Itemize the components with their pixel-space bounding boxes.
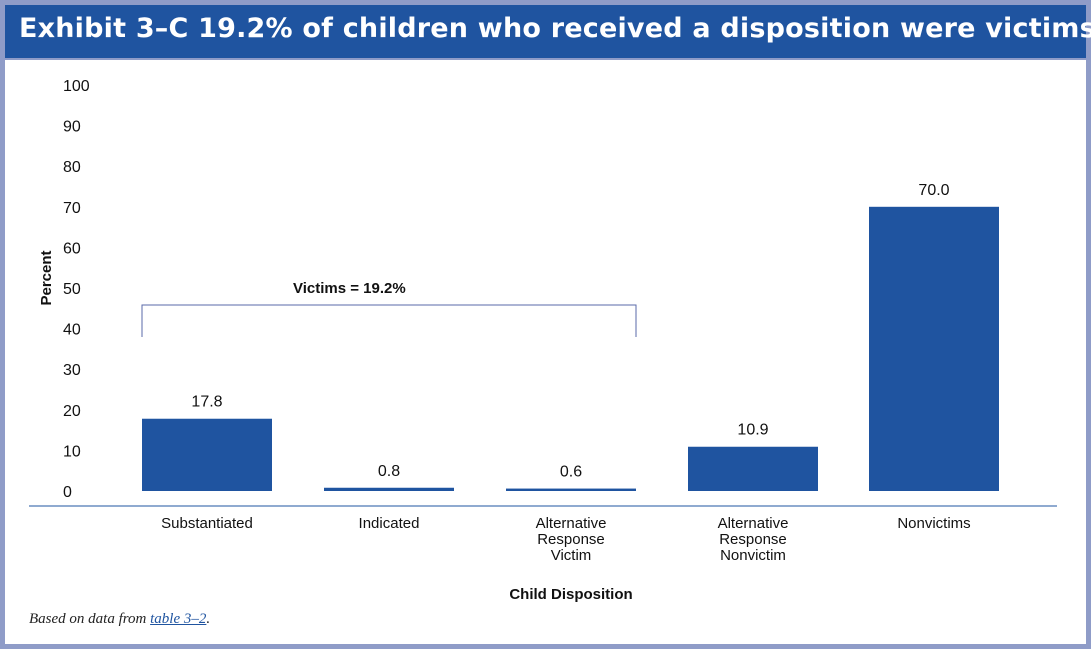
footnote: Based on data from table 3–2.: [29, 611, 210, 628]
victims-bracket: [141, 304, 637, 337]
victims-annotation: Victims = 19.2%: [293, 280, 406, 297]
y-tick-label: 90: [63, 119, 81, 136]
y-tick-label: 0: [63, 484, 72, 501]
y-tick-label: 50: [63, 281, 81, 298]
value-label: 10.9: [737, 422, 768, 439]
y-tick-label: 20: [63, 403, 81, 420]
category-label: Nonvictims: [897, 515, 970, 532]
y-tick-label: 70: [63, 200, 81, 217]
y-tick-label: 30: [63, 362, 81, 379]
footnote-prefix: Based on data from: [29, 611, 151, 627]
value-label: 0.6: [560, 464, 582, 481]
category-label: Alternative: [718, 515, 789, 532]
footnote-suffix: .: [206, 611, 211, 627]
bar-chart: 0 10 20 30 40 50 60 70 80 90 100 Percent 17.8 Substan…: [29, 78, 1057, 603]
category-label: Victim: [551, 547, 592, 564]
x-axis-label: Child Disposition: [509, 586, 632, 603]
value-label: 0.8: [378, 463, 400, 480]
category-label: Response: [719, 531, 787, 548]
category-label: Nonvictim: [720, 547, 786, 564]
category-label: Response: [537, 531, 605, 548]
bar: [688, 446, 818, 491]
exhibit-header: Exhibit 3–C 19.2% of children who receiv…: [5, 5, 1091, 60]
category-label: Indicated: [359, 515, 420, 532]
y-tick-label: 10: [63, 443, 81, 460]
y-tick-label: 80: [63, 159, 81, 176]
bar: [869, 206, 999, 492]
category-label: Alternative: [536, 515, 607, 532]
bar: [324, 487, 454, 491]
value-label: 17.8: [191, 394, 222, 411]
category-label: Substantiated: [161, 515, 253, 532]
y-tick-label: 100: [63, 78, 90, 95]
y-tick-label: 60: [63, 240, 81, 257]
y-tick-label: 40: [63, 322, 81, 339]
value-label: 70.0: [918, 182, 949, 199]
exhibit-title: Exhibit 3–C 19.2% of children who receiv…: [19, 13, 1091, 44]
bar: [506, 488, 636, 491]
y-axis-label: Percent: [38, 250, 55, 305]
table-link[interactable]: table 3–2: [150, 611, 207, 627]
bar: [142, 418, 272, 491]
